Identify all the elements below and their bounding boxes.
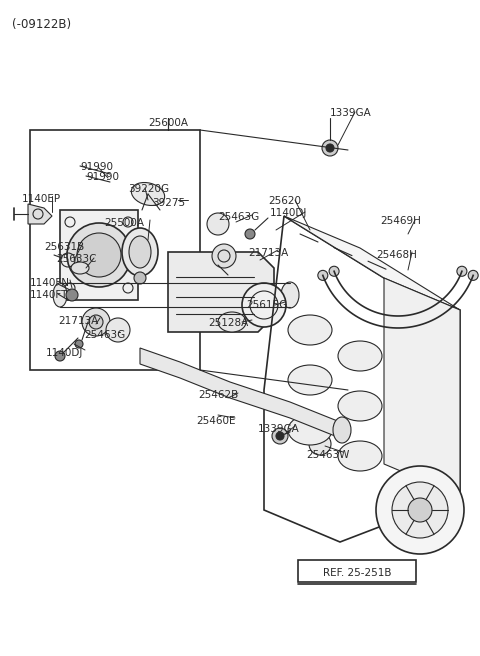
Circle shape — [207, 213, 229, 235]
Text: 25500A: 25500A — [104, 218, 144, 228]
Text: 91990: 91990 — [80, 162, 113, 172]
Ellipse shape — [71, 262, 89, 274]
Polygon shape — [284, 216, 460, 310]
Text: 1140FN: 1140FN — [30, 278, 70, 288]
Polygon shape — [384, 278, 460, 496]
Text: 1339GA: 1339GA — [258, 424, 300, 434]
Ellipse shape — [132, 182, 165, 205]
Ellipse shape — [338, 441, 382, 471]
Text: 25469H: 25469H — [380, 216, 421, 226]
Text: 25463G: 25463G — [218, 212, 259, 222]
Text: 21713A: 21713A — [248, 248, 288, 258]
Circle shape — [457, 266, 467, 276]
Circle shape — [318, 270, 328, 280]
Text: 1140FT: 1140FT — [30, 290, 68, 300]
Ellipse shape — [122, 228, 158, 276]
Circle shape — [134, 272, 146, 284]
Circle shape — [89, 315, 103, 329]
Circle shape — [468, 270, 478, 280]
Text: 25460E: 25460E — [196, 416, 236, 426]
Circle shape — [309, 433, 331, 455]
Text: 25463W: 25463W — [306, 450, 349, 460]
Bar — [298, 560, 416, 582]
Text: 25462B: 25462B — [198, 390, 238, 400]
Text: 39275: 39275 — [152, 198, 185, 208]
Circle shape — [67, 223, 131, 287]
Text: 21713A: 21713A — [58, 316, 98, 326]
Text: 91990: 91990 — [86, 172, 119, 182]
Circle shape — [66, 289, 78, 301]
Circle shape — [326, 144, 334, 152]
Ellipse shape — [53, 283, 67, 307]
Circle shape — [75, 340, 83, 348]
Text: 1140EP: 1140EP — [22, 194, 61, 204]
Ellipse shape — [338, 341, 382, 371]
Text: 25128A: 25128A — [208, 318, 248, 328]
Ellipse shape — [288, 315, 332, 345]
Text: 25615G: 25615G — [246, 300, 287, 310]
Circle shape — [329, 266, 339, 276]
Circle shape — [408, 498, 432, 522]
Text: 25620: 25620 — [268, 196, 301, 206]
Circle shape — [276, 432, 284, 440]
Polygon shape — [60, 210, 138, 300]
Circle shape — [77, 233, 121, 277]
Circle shape — [55, 351, 65, 361]
Circle shape — [376, 466, 464, 554]
Ellipse shape — [218, 312, 246, 332]
Ellipse shape — [129, 236, 151, 268]
Circle shape — [392, 482, 448, 538]
Circle shape — [245, 229, 255, 239]
Ellipse shape — [333, 417, 351, 443]
Text: REF. 25-251B: REF. 25-251B — [323, 568, 391, 578]
Polygon shape — [140, 348, 340, 438]
Text: 25600A: 25600A — [148, 118, 188, 128]
Ellipse shape — [288, 415, 332, 445]
Circle shape — [212, 244, 236, 268]
Ellipse shape — [288, 365, 332, 395]
Polygon shape — [168, 252, 274, 332]
Text: 1140DJ: 1140DJ — [46, 348, 84, 358]
Circle shape — [82, 308, 110, 336]
Polygon shape — [28, 204, 52, 224]
Text: 25631B: 25631B — [44, 242, 84, 252]
Circle shape — [272, 428, 288, 444]
Text: 25463G: 25463G — [84, 330, 125, 340]
Text: 1339GA: 1339GA — [330, 108, 372, 118]
Text: (-09122B): (-09122B) — [12, 18, 71, 31]
Ellipse shape — [338, 391, 382, 421]
Text: 25468H: 25468H — [376, 250, 417, 260]
Ellipse shape — [281, 282, 299, 308]
Text: 1140DJ: 1140DJ — [270, 208, 307, 218]
Circle shape — [242, 283, 286, 327]
Text: 25633C: 25633C — [56, 254, 96, 264]
Circle shape — [106, 318, 130, 342]
Circle shape — [322, 140, 338, 156]
Text: 39220G: 39220G — [128, 184, 169, 194]
